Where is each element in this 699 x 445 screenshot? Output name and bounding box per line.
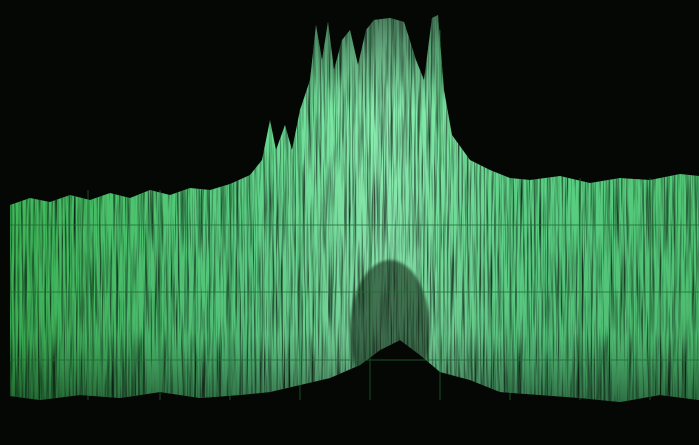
graticule [10,30,699,400]
